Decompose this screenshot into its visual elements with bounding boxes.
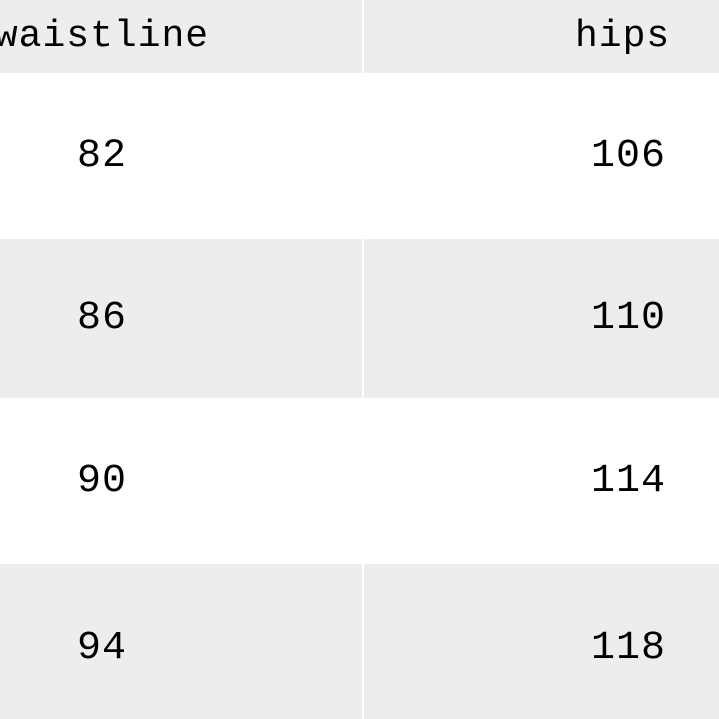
column-divider [362,564,364,719]
cell-waistline: 94 [76,626,127,671]
cell-hips: 114 [591,459,667,504]
table-header: waistline hips [0,0,719,73]
cell-waistline: 82 [76,134,127,179]
cell-hips: 110 [591,296,667,341]
cell-waistline: 86 [76,296,127,341]
table-row: 94 118 [0,564,719,719]
cell-waistline: 90 [76,459,127,504]
table-row: 90 114 [0,400,719,563]
cell-hips: 118 [591,626,667,671]
column-divider [362,75,364,238]
header-waistline: waistline [0,15,210,58]
column-divider [362,400,364,563]
column-divider [362,239,364,398]
table-row: 86 110 [0,239,719,398]
column-divider [362,0,364,73]
header-hips: hips [575,15,671,58]
cell-hips: 106 [591,134,667,179]
table-row: 82 106 [0,75,719,238]
